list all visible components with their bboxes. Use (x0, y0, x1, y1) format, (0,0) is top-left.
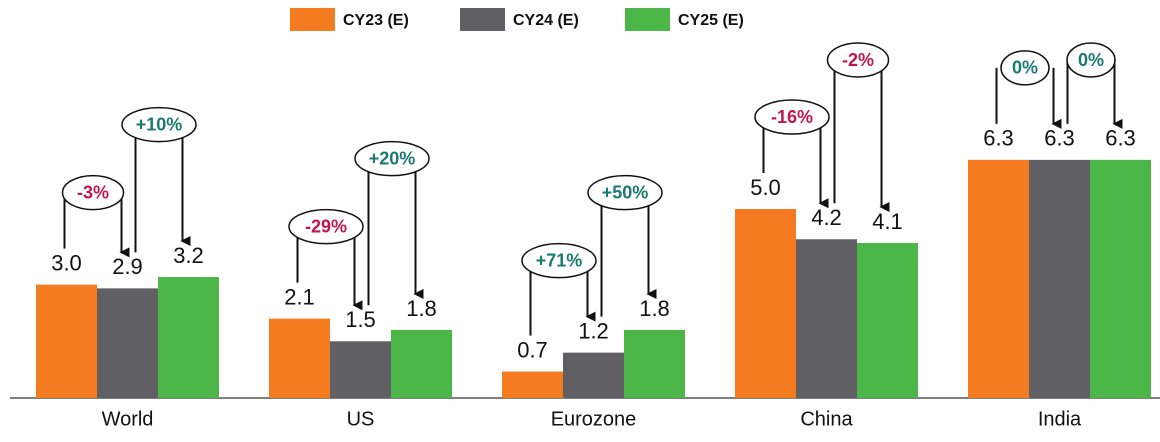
change-label: -29% (305, 216, 347, 236)
data-label: 2.9 (112, 254, 143, 279)
legend-swatch (460, 8, 505, 31)
bar (624, 329, 685, 398)
data-label: 1.8 (639, 296, 670, 321)
bar (796, 239, 857, 398)
change-label: -2% (842, 50, 874, 70)
data-label: 0.7 (517, 337, 548, 362)
change-label: -16% (771, 107, 813, 127)
bar (97, 288, 158, 398)
legend-label: CY25 (E) (678, 12, 744, 29)
data-label: 4.1 (872, 209, 903, 234)
change-label: +10% (136, 114, 183, 134)
change-oval (288, 208, 364, 245)
x-tick-label: US (347, 408, 375, 430)
change-oval (521, 242, 597, 279)
x-tick-label: India (1038, 408, 1082, 430)
bar (968, 159, 1029, 398)
legend-swatch (290, 8, 335, 31)
bar (1029, 159, 1090, 398)
data-label: 3.2 (173, 243, 204, 268)
bar (391, 329, 452, 398)
data-label: 1.2 (578, 318, 609, 343)
x-tick-label: China (800, 408, 853, 430)
data-label: 3.0 (51, 250, 82, 275)
change-label: 0% (1078, 50, 1104, 70)
change-label: +50% (602, 182, 649, 202)
data-label: 1.5 (345, 307, 376, 332)
bar (36, 284, 97, 398)
change-label: 0% (1012, 58, 1038, 78)
bar (1090, 159, 1151, 398)
bar (857, 243, 918, 398)
bar (158, 277, 219, 398)
data-label: 4.2 (811, 205, 842, 230)
legend-label: CY24 (E) (513, 12, 579, 29)
data-label: 2.1 (284, 284, 315, 309)
bar (269, 318, 330, 398)
data-label: 6.3 (1105, 126, 1136, 151)
data-label: 5.0 (750, 175, 781, 200)
change-oval (1000, 50, 1050, 86)
change-oval (61, 174, 125, 211)
bar (502, 371, 563, 398)
change-oval (826, 42, 890, 78)
change-oval (754, 99, 830, 135)
change-oval (354, 140, 430, 177)
change-oval (1066, 42, 1116, 78)
change-oval (587, 174, 663, 211)
x-tick-label: Eurozone (551, 408, 637, 430)
bar (563, 352, 624, 398)
data-label: 6.3 (983, 126, 1014, 151)
bar (330, 341, 391, 398)
legend-label: CY23 (E) (343, 12, 409, 29)
change-label: -3% (77, 182, 109, 202)
x-tick-label: World (102, 408, 154, 430)
bar (735, 209, 796, 398)
legend-swatch (625, 8, 670, 31)
change-label: +71% (536, 250, 583, 270)
change-oval (121, 106, 197, 143)
change-label: +20% (369, 148, 416, 168)
data-label: 1.8 (406, 296, 437, 321)
data-label: 6.3 (1044, 126, 1075, 151)
